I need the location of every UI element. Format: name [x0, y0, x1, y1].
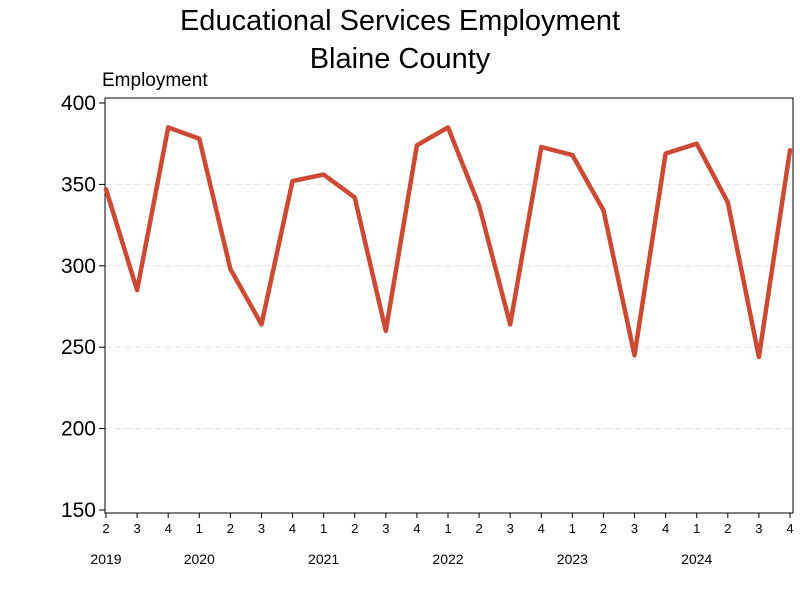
year-label: 2023: [557, 551, 588, 567]
y-tick-label: 250: [61, 336, 96, 359]
data-point: [384, 329, 388, 333]
x-tick-label: 4: [413, 521, 420, 536]
data-point: [197, 137, 201, 141]
x-tick-label: 3: [382, 521, 389, 536]
year-label: 2020: [184, 551, 215, 567]
series: [103, 125, 793, 360]
data-point: [166, 125, 170, 129]
x-tick-label: 2: [102, 521, 109, 536]
year-label: 2022: [432, 551, 463, 567]
y-tick-label: 200: [61, 418, 96, 441]
x-tick-label: 1: [693, 521, 700, 536]
data-point: [259, 322, 263, 326]
data-point: [757, 355, 761, 359]
x-tick-label: 4: [786, 521, 793, 536]
data-point: [446, 125, 450, 129]
plot-area: [104, 97, 794, 514]
data-point: [633, 353, 637, 357]
data-point: [322, 173, 326, 177]
x-axis: 2 3 4 1 2 3 4 1 2 3 4 1 2 3 4 1 2 3 4 1 2 3 4 2019 2020 2021 2022 2…: [90, 513, 794, 567]
x-tick-label: 4: [662, 521, 669, 536]
chart-title: Educational Services Employment: [180, 5, 620, 37]
x-tick-label: 3: [133, 521, 140, 536]
x-tick-label: 3: [258, 521, 265, 536]
series-line: [103, 125, 793, 360]
x-tick-label: 1: [444, 521, 451, 536]
data-point: [664, 151, 668, 155]
data-point: [228, 267, 232, 271]
x-tick-label: 3: [755, 521, 762, 536]
data-point: [695, 142, 699, 146]
y-tick-label: 150: [61, 499, 96, 522]
y-axis-label: Employment: [102, 70, 208, 91]
data-point: [570, 153, 574, 157]
x-tick-label: 2: [724, 521, 731, 536]
year-label: 2021: [308, 551, 339, 567]
year-label: 2024: [681, 551, 712, 567]
y-axis: 150 200 250 300 350 400: [61, 92, 105, 522]
x-tick-label: 2: [475, 521, 482, 536]
data-point: [353, 195, 357, 199]
x-tick-label: 4: [165, 521, 172, 536]
grid-lines: [105, 183, 793, 430]
x-tick-label: 4: [538, 521, 545, 536]
x-tick-label: 4: [289, 521, 296, 536]
data-point: [291, 179, 295, 183]
data-point: [508, 322, 512, 326]
y-tick-label: 400: [61, 92, 96, 115]
x-tick-label: 2: [351, 521, 358, 536]
data-point: [477, 204, 481, 208]
year-label: 2019: [90, 551, 121, 567]
x-tick-label: 1: [569, 521, 576, 536]
y-tick-label: 300: [61, 255, 96, 278]
x-tick-label: 3: [631, 521, 638, 536]
x-tick-label: 2: [227, 521, 234, 536]
data-point: [539, 145, 543, 149]
x-tick-label: 1: [320, 521, 327, 536]
x-tick-label: 3: [507, 521, 514, 536]
data-point: [788, 148, 792, 152]
data-point: [415, 143, 419, 147]
data-point: [601, 208, 605, 212]
chart-subtitle: Blaine County: [310, 43, 491, 75]
data-point: [135, 288, 139, 292]
data-point: [726, 200, 730, 204]
x-tick-label: 1: [196, 521, 203, 536]
y-tick-label: 350: [61, 173, 96, 196]
data-point: [104, 187, 108, 191]
x-tick-label: 2: [600, 521, 607, 536]
